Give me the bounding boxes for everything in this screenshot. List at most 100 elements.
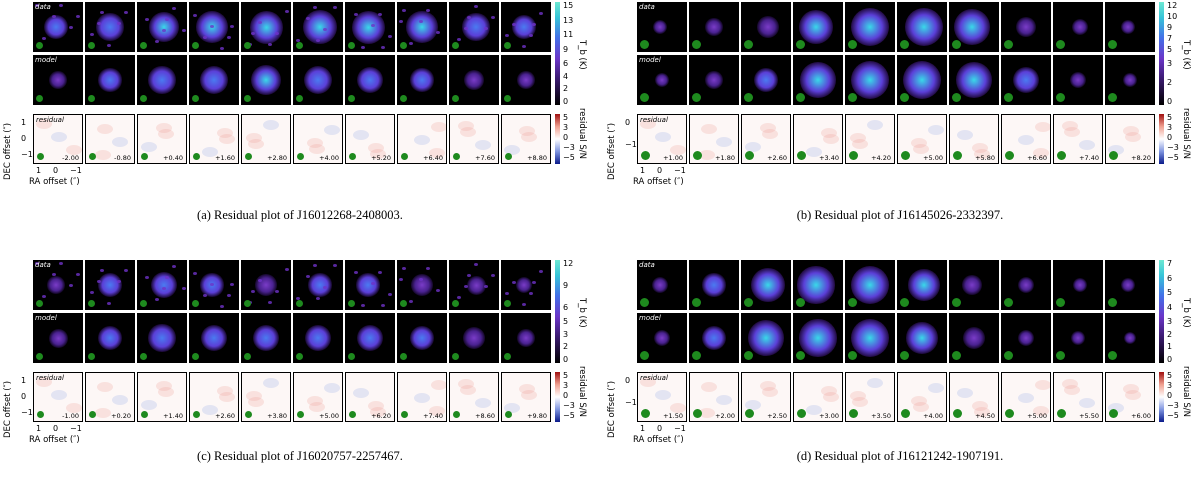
beam-ellipse xyxy=(88,300,95,307)
beam-ellipse xyxy=(640,351,649,360)
beam-ellipse xyxy=(349,411,356,418)
colorbar-tick: 0 xyxy=(563,355,569,364)
noise-speckle xyxy=(512,281,516,284)
emission-blob xyxy=(249,10,283,44)
colorbar-tick: 5 xyxy=(563,317,569,326)
residual-patch xyxy=(158,387,174,397)
residual-patch xyxy=(141,142,157,152)
emission-blob xyxy=(1121,278,1135,292)
residual-row-label: residual xyxy=(640,116,668,124)
model-tile xyxy=(85,313,135,363)
x-tick: 0 xyxy=(53,166,59,175)
residual-patch xyxy=(745,142,761,152)
model-tile xyxy=(397,55,447,105)
residual-patch xyxy=(156,381,172,391)
beam-ellipse xyxy=(192,95,199,102)
data-tile: data xyxy=(637,260,687,310)
beam-ellipse xyxy=(400,95,407,102)
data-tile xyxy=(189,260,239,310)
beam-ellipse xyxy=(1109,151,1118,160)
noise-speckle xyxy=(539,270,543,273)
residual-patch xyxy=(1033,148,1049,158)
noise-speckle xyxy=(162,287,166,290)
y-tick: 0 xyxy=(21,134,27,143)
residual-patch xyxy=(806,405,822,415)
x-tick: 1 xyxy=(640,424,646,433)
data-tile xyxy=(689,260,739,310)
tb-colorbar-ticks-model: 3 2 0 xyxy=(1167,60,1183,106)
emission-blob xyxy=(850,60,890,100)
residual-tile: +3.50 xyxy=(845,372,895,422)
residual-patch xyxy=(850,391,866,401)
model-row-label: model xyxy=(639,314,661,322)
noise-speckle xyxy=(145,18,149,21)
figure-caption: (b) Residual plot of J16145026-2332397. xyxy=(796,208,1004,222)
beam-ellipse xyxy=(505,153,512,160)
data-tile xyxy=(241,260,291,310)
y-tick: −1 xyxy=(21,408,33,417)
colorbar-tick: 4 xyxy=(1167,303,1173,312)
beam-ellipse xyxy=(453,411,460,418)
channel-label: +4.00 xyxy=(923,412,943,420)
beam-ellipse xyxy=(140,353,147,360)
channel-label: +7.40 xyxy=(1079,154,1099,162)
data-tile xyxy=(897,2,947,52)
noise-speckle xyxy=(285,268,289,271)
emission-blob xyxy=(748,320,784,356)
beam-ellipse xyxy=(1108,40,1117,49)
model-tile xyxy=(345,55,395,105)
residual-patch xyxy=(1123,126,1139,136)
colorbar-tick: 3 xyxy=(563,123,569,132)
emission-blob xyxy=(800,62,836,98)
emission-blob xyxy=(305,325,331,351)
noise-speckle xyxy=(227,36,231,39)
residual-patch xyxy=(219,392,235,402)
model-tile xyxy=(689,313,739,363)
model-tile xyxy=(189,313,239,363)
noise-speckle xyxy=(285,10,289,13)
residual-tile: +7.40 xyxy=(1053,114,1103,164)
residual-patch xyxy=(655,390,671,400)
residual-patch xyxy=(974,149,990,159)
colorbar-tick: 2 xyxy=(1167,329,1173,339)
noise-speckle xyxy=(296,297,300,300)
noise-speckle xyxy=(172,265,176,268)
residual-tile: -0.80 xyxy=(85,114,135,164)
residual-patch xyxy=(158,129,174,139)
residual-patch xyxy=(370,149,386,159)
emission-blob xyxy=(357,325,383,351)
emission-blob xyxy=(462,13,490,41)
residual-patch xyxy=(429,148,445,158)
channel-label: +2.00 xyxy=(715,412,735,420)
model-tile: model xyxy=(33,313,83,363)
beam-ellipse xyxy=(36,353,43,360)
noise-speckle xyxy=(220,305,224,308)
beam-ellipse xyxy=(296,42,303,49)
beam-ellipse xyxy=(641,151,650,160)
colorbar-tick: 9 xyxy=(563,45,569,54)
residual-patch xyxy=(414,393,430,403)
beam-ellipse xyxy=(1004,40,1013,49)
emission-blob xyxy=(850,265,890,305)
model-tile xyxy=(689,55,739,105)
noise-speckle xyxy=(97,280,101,283)
residual-patch xyxy=(1108,145,1124,155)
residual-patch xyxy=(972,143,988,153)
residual-tile: +3.80 xyxy=(241,372,291,422)
residual-colorbar xyxy=(555,114,560,164)
residual-patch xyxy=(699,150,715,160)
emission-blob xyxy=(1123,331,1137,345)
residual-tile: +8.80 xyxy=(501,114,551,164)
colorbar-tick: 0 xyxy=(1167,97,1173,106)
emission-blob xyxy=(97,325,123,351)
noise-speckle xyxy=(474,263,478,266)
noise-speckle xyxy=(306,275,310,278)
residual-patch xyxy=(1079,398,1095,408)
colorbar-tick: −3 xyxy=(563,143,575,152)
colorbar-tick: 5 xyxy=(563,371,569,380)
residual-patch xyxy=(475,398,491,408)
channel-label: +5.00 xyxy=(1027,412,1047,420)
emission-blob xyxy=(255,274,277,296)
noise-speckle xyxy=(316,297,320,300)
residual-tile: +6.20 xyxy=(345,372,395,422)
